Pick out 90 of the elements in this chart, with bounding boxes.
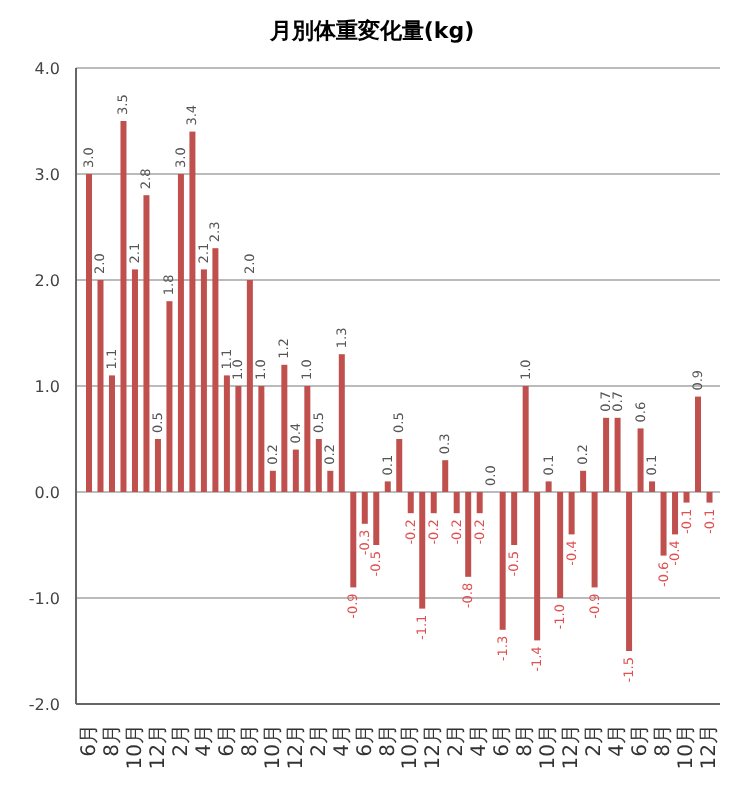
bar xyxy=(97,280,104,492)
bar xyxy=(120,121,127,492)
chart-title: 月別体重変化量(kg) xyxy=(267,16,477,48)
bar xyxy=(626,492,633,651)
bar xyxy=(603,417,610,492)
bar xyxy=(327,470,334,492)
x-tick-label: 10月 xyxy=(124,724,147,770)
bar xyxy=(660,492,667,556)
bar xyxy=(695,396,702,492)
x-tick-label: 6月 xyxy=(630,724,653,757)
bar xyxy=(534,492,541,641)
bar xyxy=(292,449,299,492)
x-tick-label: 10月 xyxy=(400,724,423,770)
bar xyxy=(649,481,656,492)
x-tick-label: 6月 xyxy=(492,724,515,757)
x-tick-label: 8月 xyxy=(239,724,262,757)
bar xyxy=(568,492,575,535)
bar xyxy=(384,481,391,492)
bar xyxy=(672,492,679,535)
bar xyxy=(419,492,426,609)
y-tick-label: 2.0 xyxy=(34,271,60,290)
bar xyxy=(350,492,357,588)
x-tick-label: 12月 xyxy=(285,724,308,770)
bar xyxy=(580,470,587,492)
bar xyxy=(637,428,644,492)
bar xyxy=(338,354,345,492)
x-tick-label: 10月 xyxy=(262,724,285,770)
bar xyxy=(442,460,449,492)
bar xyxy=(189,131,196,492)
y-tick-label: -2.0 xyxy=(28,695,60,714)
x-tick-label: 2月 xyxy=(308,724,331,757)
bar xyxy=(154,439,161,492)
x-tick-label: 10月 xyxy=(538,724,561,770)
bar xyxy=(281,364,288,492)
x-tick-label: 8月 xyxy=(515,724,538,757)
bar xyxy=(361,492,368,524)
y-tick-label: 0.0 xyxy=(34,483,60,502)
x-tick-label: 4月 xyxy=(607,724,630,757)
x-tick-label: 8月 xyxy=(377,724,400,757)
y-tick-label: 4.0 xyxy=(34,59,60,78)
bar xyxy=(108,375,115,492)
bar xyxy=(143,195,150,492)
x-tick-label: 12月 xyxy=(423,724,446,770)
bar xyxy=(522,386,529,492)
y-tick-label: 3.0 xyxy=(34,165,60,184)
bar xyxy=(223,375,230,492)
x-tick-label: 2月 xyxy=(170,724,193,757)
bar xyxy=(235,386,242,492)
bar xyxy=(269,470,276,492)
bar xyxy=(212,248,219,492)
bar xyxy=(430,492,437,514)
x-tick-label: 10月 xyxy=(676,724,699,770)
x-tick-label: 8月 xyxy=(653,724,676,757)
x-tick-label: 8月 xyxy=(101,724,124,757)
bar xyxy=(131,269,138,492)
x-tick-label: 4月 xyxy=(331,724,354,757)
bar xyxy=(407,492,414,514)
x-tick-label: 4月 xyxy=(193,724,216,757)
bar xyxy=(476,492,483,514)
x-tick-label: 12月 xyxy=(147,724,170,770)
bar xyxy=(304,386,311,492)
bar xyxy=(396,439,403,492)
y-tick-label: -1.0 xyxy=(28,589,60,608)
bar xyxy=(511,492,518,545)
bar xyxy=(499,492,506,630)
bar xyxy=(373,492,380,545)
x-tick-label: 2月 xyxy=(584,724,607,757)
bar xyxy=(591,492,598,588)
x-tick-label: 6月 xyxy=(354,724,377,757)
bar xyxy=(453,492,460,514)
bar xyxy=(258,386,265,492)
bar xyxy=(86,174,92,492)
y-tick-label: 1.0 xyxy=(34,377,60,396)
x-tick-label: 4月 xyxy=(469,724,492,757)
bar xyxy=(557,492,564,598)
x-tick-label: 12月 xyxy=(561,724,584,770)
x-tick-label: 12月 xyxy=(699,724,722,770)
x-tick-label: 6月 xyxy=(78,724,101,757)
bar xyxy=(246,280,253,492)
x-tick-label: 6月 xyxy=(216,724,239,757)
bar xyxy=(200,269,207,492)
bar xyxy=(706,492,713,503)
bar xyxy=(683,492,690,503)
x-tick-label: 2月 xyxy=(446,724,469,757)
bar xyxy=(166,301,173,492)
bar xyxy=(545,481,552,492)
bar xyxy=(177,174,184,492)
bar xyxy=(614,417,621,492)
bar xyxy=(315,439,322,492)
bar xyxy=(465,492,472,577)
